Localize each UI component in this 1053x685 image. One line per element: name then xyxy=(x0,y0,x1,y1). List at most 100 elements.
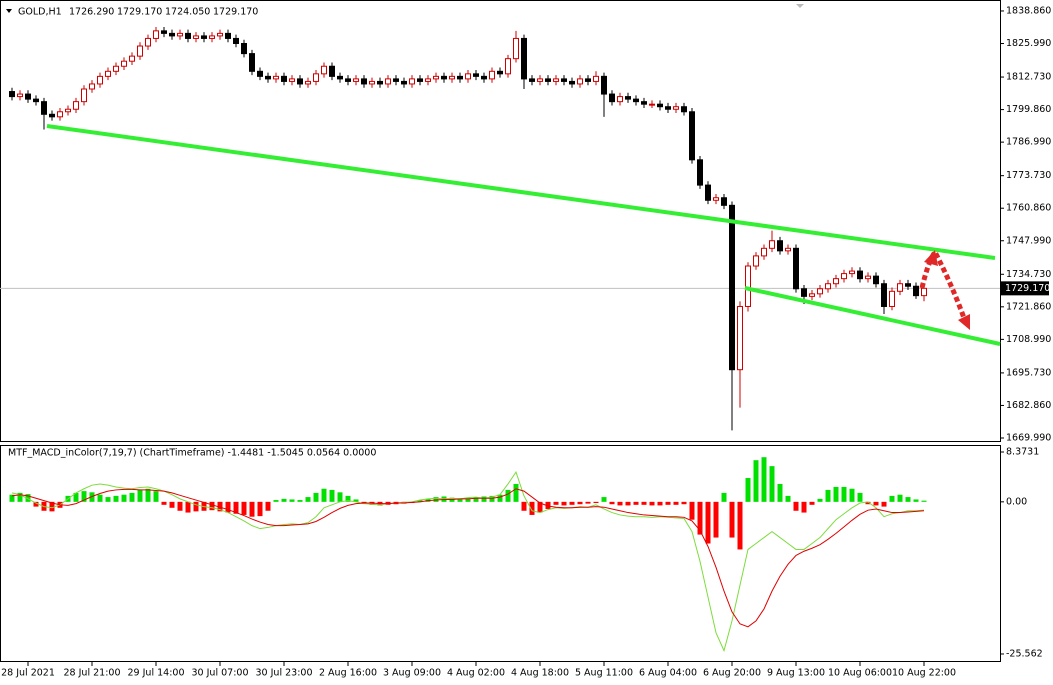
candle-body xyxy=(97,75,103,85)
x-tick-label: 28 Jul 2021 xyxy=(1,668,55,679)
histogram-bar xyxy=(505,489,511,502)
candle-body xyxy=(505,58,511,75)
histogram-bar xyxy=(921,500,927,502)
last-price-label: 1729.170 xyxy=(1005,283,1050,294)
ohlc-value: 1724.050 xyxy=(165,7,210,18)
candle-body xyxy=(457,75,463,80)
histogram-bar xyxy=(521,501,527,511)
candle-body xyxy=(353,78,359,82)
histogram-bar xyxy=(729,501,735,538)
candle-body xyxy=(641,101,647,105)
histogram-bar xyxy=(273,500,279,502)
histogram-bar xyxy=(105,497,111,502)
candle-body xyxy=(25,93,31,100)
candle-body xyxy=(89,83,95,90)
menu-arrow[interactable] xyxy=(6,9,12,13)
candle-body xyxy=(417,78,423,82)
histogram-bar xyxy=(177,501,183,511)
histogram-bar xyxy=(849,488,855,502)
trend-line xyxy=(46,124,996,260)
candle-body xyxy=(425,78,431,82)
candle-body xyxy=(449,75,455,80)
histogram-bar xyxy=(697,501,703,535)
histogram-bar xyxy=(713,501,719,538)
candle-body xyxy=(609,93,615,103)
histogram-bar xyxy=(585,501,591,504)
x-tick-label: 5 Aug 11:00 xyxy=(575,668,633,679)
histogram-bar xyxy=(457,498,463,502)
candle-body xyxy=(465,73,471,80)
candle-body xyxy=(225,32,231,39)
candle-body xyxy=(721,197,727,206)
candle-body xyxy=(233,37,239,44)
symbol-title: GOLD,H1 xyxy=(18,7,62,18)
x-tick-label: 6 Aug 04:00 xyxy=(639,668,697,679)
y-tick-label: 1825.990 xyxy=(1006,38,1051,49)
candle-body xyxy=(617,96,623,103)
y-tick-label: 1734.730 xyxy=(1006,269,1051,280)
histogram-bar xyxy=(881,501,887,507)
candle-body xyxy=(577,78,583,85)
histogram-bar xyxy=(217,501,223,512)
histogram-bar xyxy=(169,501,175,508)
candle-body xyxy=(481,75,487,80)
histogram-bar xyxy=(633,501,639,505)
candle-body xyxy=(177,32,183,37)
price-pane xyxy=(0,0,1001,442)
y-tick-label: 1669.990 xyxy=(1006,432,1051,443)
candle-body xyxy=(321,65,327,75)
candle-body xyxy=(553,78,559,82)
candle-body xyxy=(105,70,111,77)
indicator-pane xyxy=(0,445,1001,662)
histogram-bar xyxy=(257,501,263,517)
histogram-bar xyxy=(793,501,799,511)
arrow-head xyxy=(958,314,970,330)
y-tick-label: 1838.860 xyxy=(1006,5,1051,16)
candle-body xyxy=(49,113,55,118)
candle-body xyxy=(833,278,839,285)
candle-body xyxy=(201,35,207,39)
last-price-box xyxy=(1001,281,1049,296)
candle-body xyxy=(257,70,263,77)
histogram-bar xyxy=(569,501,575,505)
candle-body xyxy=(57,111,63,118)
candle-body xyxy=(529,78,535,82)
candle-body xyxy=(785,247,791,252)
candle-body xyxy=(921,287,927,297)
histogram-bar xyxy=(313,492,319,502)
histogram-bar xyxy=(625,501,631,506)
y-tick-label: 1773.730 xyxy=(1006,170,1051,181)
histogram-bar xyxy=(601,497,607,502)
candle-body xyxy=(329,65,335,77)
candle-body xyxy=(161,30,167,34)
candle-body xyxy=(441,75,447,80)
candle-body xyxy=(809,293,815,297)
candle-body xyxy=(585,78,591,82)
candle-body xyxy=(153,30,159,39)
histogram-bar xyxy=(665,501,671,505)
candle-body xyxy=(81,88,87,103)
candle-body xyxy=(17,93,23,98)
histogram-bar xyxy=(249,501,255,517)
histogram-bar xyxy=(873,501,879,506)
candle-body xyxy=(601,75,607,95)
candle-body xyxy=(433,75,439,80)
arrow-head xyxy=(924,250,938,266)
candle-body xyxy=(169,32,175,37)
histogram-bar xyxy=(841,486,847,502)
y-tick-label: 1786.990 xyxy=(1006,137,1051,148)
histogram-bar xyxy=(433,497,439,502)
candle-body xyxy=(769,240,775,249)
x-tick-label: 30 Jul 23:00 xyxy=(256,668,313,679)
y-tick-label: 1708.990 xyxy=(1006,334,1051,345)
candle-body xyxy=(337,75,343,80)
histogram-bar xyxy=(289,499,295,502)
candle-body xyxy=(633,98,639,103)
histogram-bar xyxy=(225,501,231,513)
candle-body xyxy=(513,37,519,60)
candle-body xyxy=(33,98,39,103)
histogram-bar xyxy=(553,501,559,505)
histogram-bar xyxy=(9,494,15,502)
histogram-bar xyxy=(857,492,863,502)
histogram-bar xyxy=(25,494,31,502)
